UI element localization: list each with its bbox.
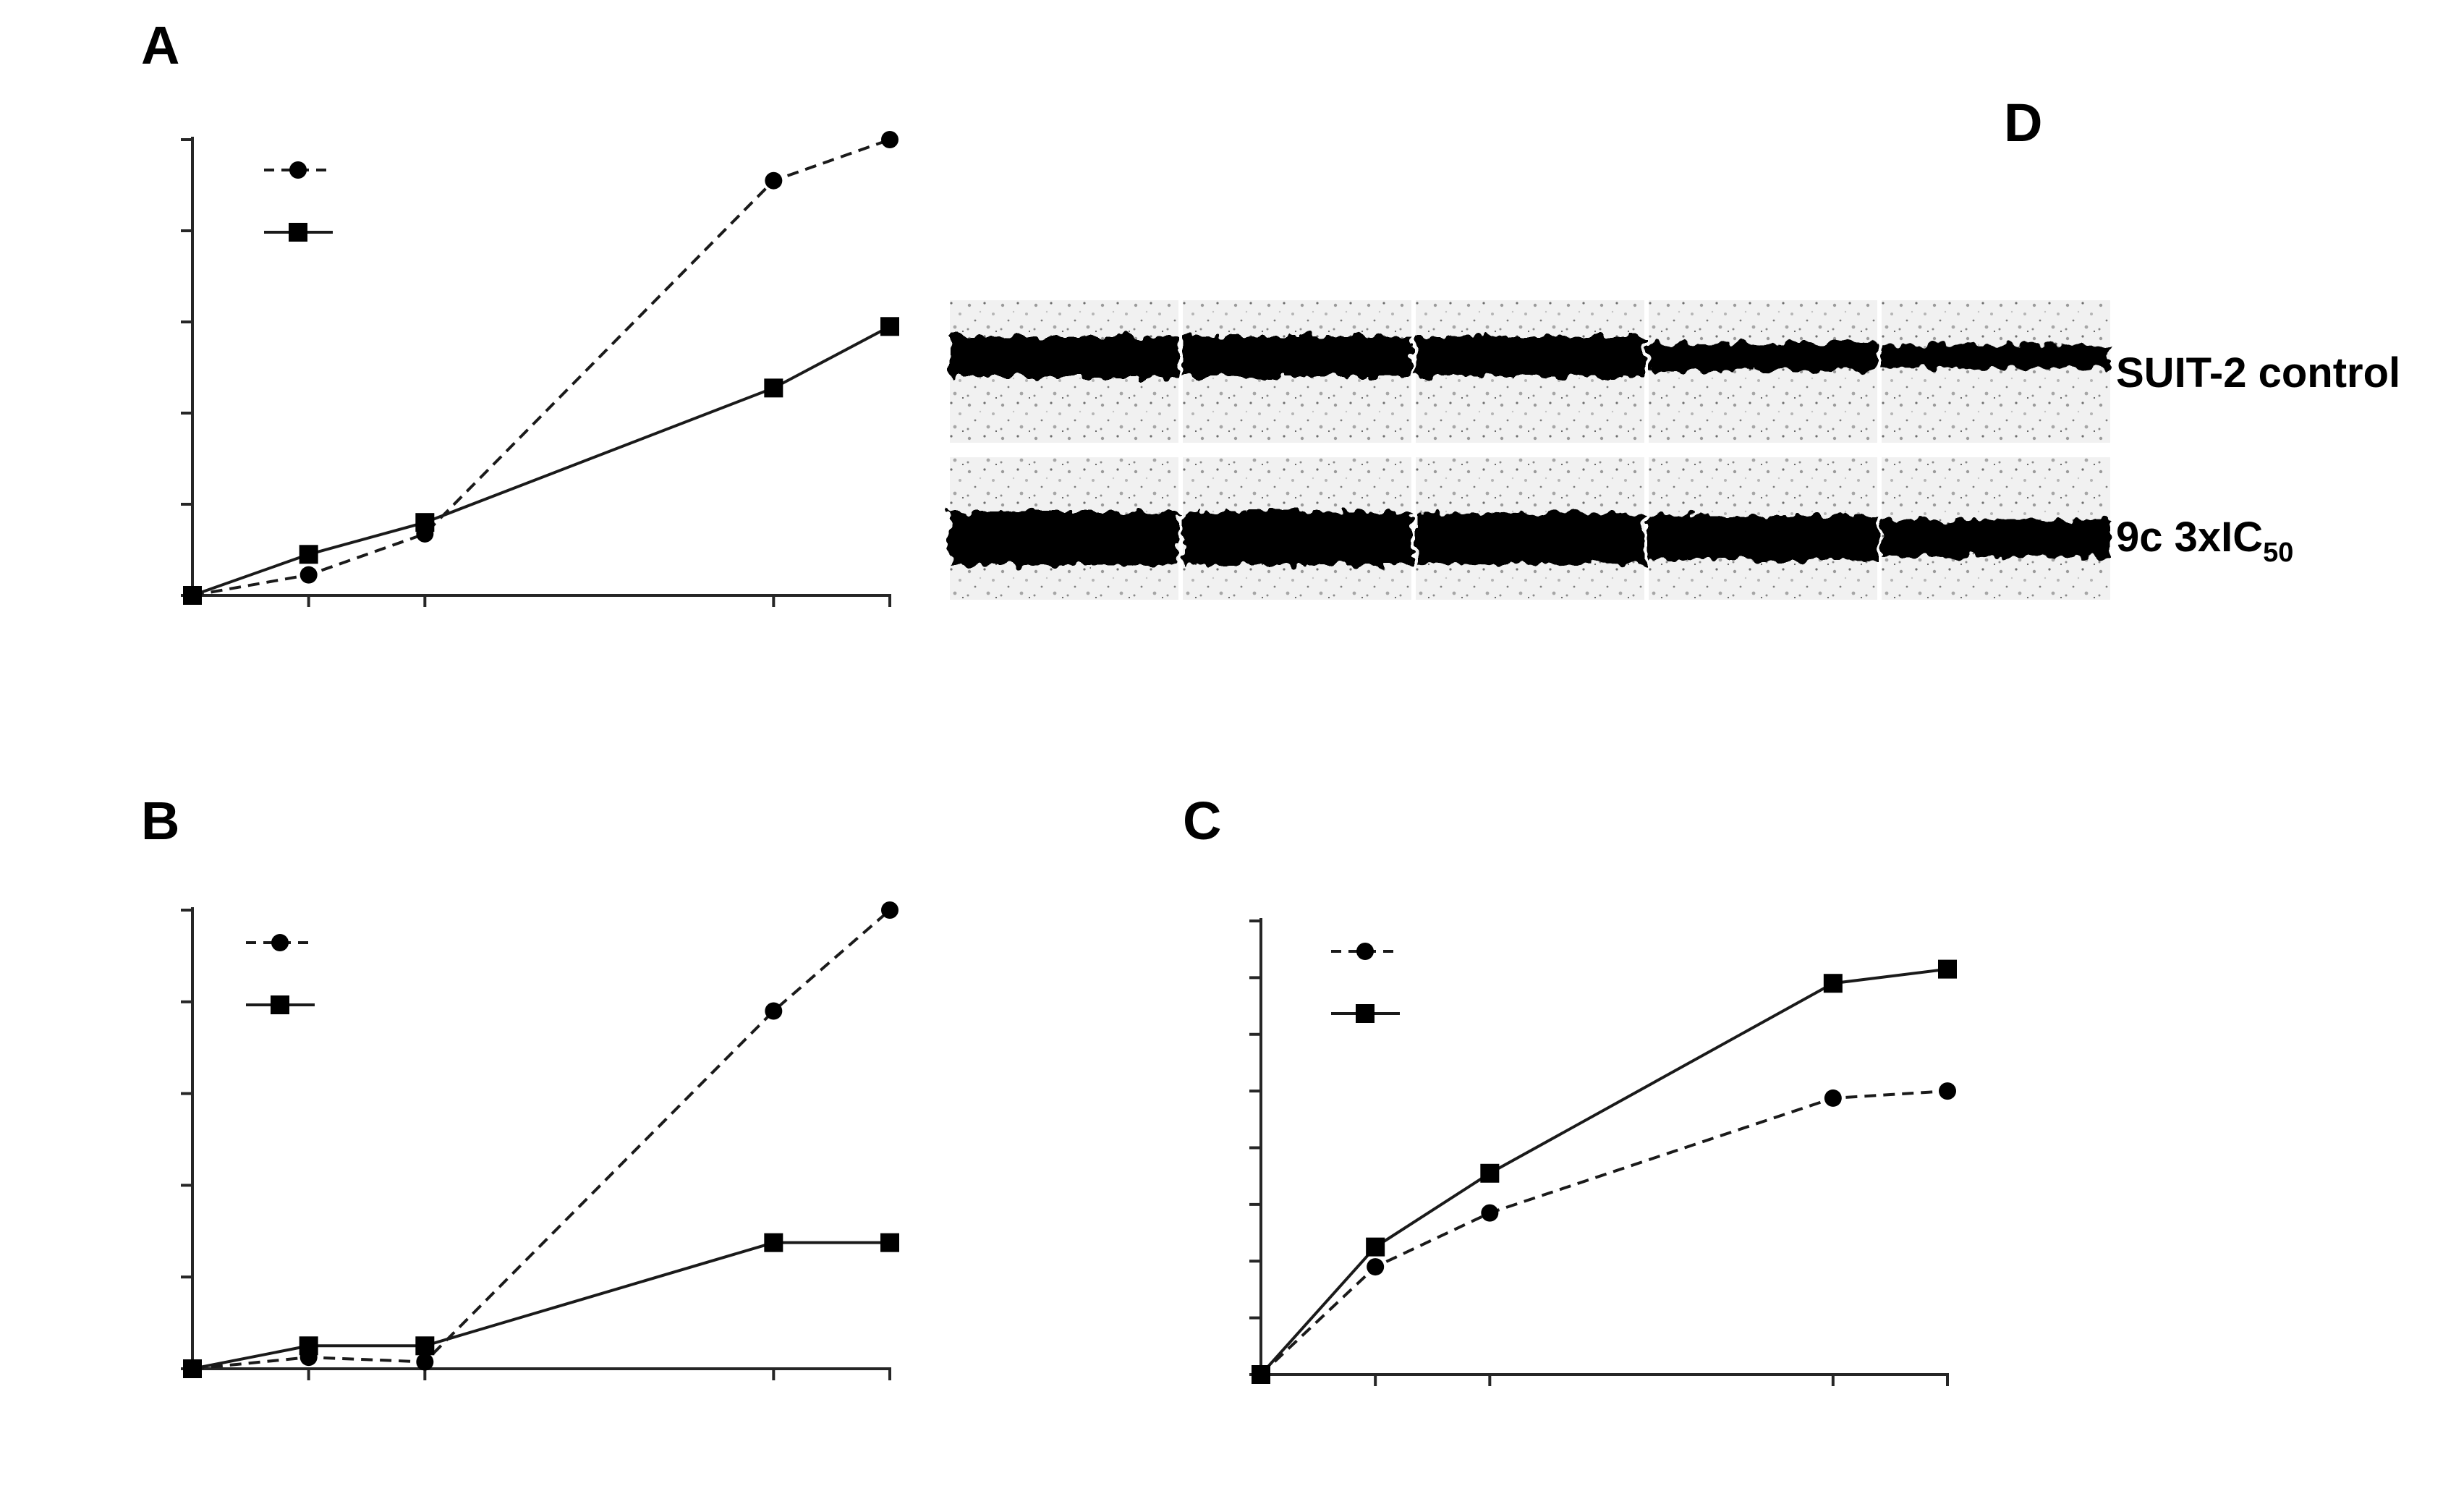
scratch-gap: [950, 336, 1178, 377]
data-point-control: [765, 1002, 783, 1020]
data-point-treatment: [183, 586, 202, 605]
series-line-treatment: [1259, 967, 1948, 1376]
scratch-gap: [1416, 512, 1644, 564]
data-point-treatment: [415, 1336, 435, 1356]
data-point-treatment: [415, 513, 435, 532]
micrograph-tile: [950, 300, 1178, 443]
scratch-gap: [1416, 336, 1644, 377]
scratch-gap: [1882, 344, 2110, 369]
panel-letter-d: D: [2004, 93, 2042, 153]
micrograph-background: [1882, 300, 2110, 443]
data-point-control: [765, 171, 783, 190]
row-label-treatment-main: 9c 3xIC: [2116, 514, 2263, 561]
micrograph-tile: [1183, 300, 1411, 443]
scratch-gap: [950, 511, 1178, 565]
series-line-control: [192, 138, 891, 597]
data-point-treatment: [299, 545, 318, 564]
data-point-control: [1481, 1204, 1499, 1222]
scratch-gap: [1882, 519, 2110, 557]
data-point-control: [881, 901, 898, 919]
data-point-treatment: [183, 1359, 202, 1378]
micrograph-tile: [1183, 457, 1411, 600]
data-point-control: [299, 566, 318, 584]
data-point-treatment: [299, 1336, 318, 1356]
series-line-control: [192, 909, 891, 1370]
panel-letter-a: A: [141, 15, 179, 75]
data-point-treatment: [880, 1233, 899, 1252]
micrograph-background: [1649, 300, 1877, 443]
micrograph-tile: [1649, 457, 1877, 600]
series-line-treatment: [192, 325, 891, 597]
panel-letter-c: C: [1183, 791, 1221, 851]
data-point-treatment: [1480, 1163, 1500, 1183]
panel-letter-b: B: [141, 791, 179, 851]
data-point-control: [881, 131, 898, 148]
legend-marker-control: [1356, 943, 1374, 960]
micrograph-tile: [1882, 300, 2110, 443]
row-label-treatment-subscript: 50: [2263, 538, 2293, 568]
data-point-treatment: [880, 317, 899, 336]
legend-marker-control: [271, 934, 289, 951]
data-point-treatment: [1823, 974, 1843, 993]
micrograph-tile: [1416, 457, 1644, 600]
data-point-control: [1939, 1082, 1956, 1100]
data-point-control: [1824, 1089, 1842, 1107]
row-label-control: SUIT-2 control: [2116, 349, 2400, 396]
scratch-gap: [1183, 336, 1411, 377]
legend-marker-treatment: [271, 995, 289, 1014]
micrograph-tile: [1882, 457, 2110, 600]
legend-marker-treatment: [289, 223, 307, 242]
scratch-gap: [1649, 515, 1877, 561]
scratch-assay-panel: SUIT-2 control 9c 3xIC50: [950, 300, 2400, 600]
series-line-treatment: [192, 1241, 890, 1370]
data-point-treatment: [764, 378, 783, 398]
micrograph-tile: [1416, 300, 1644, 443]
data-point-treatment: [764, 1233, 783, 1252]
micrograph-tile: [950, 457, 1178, 600]
data-point-treatment: [1938, 959, 1957, 979]
scratch-gap: [1183, 511, 1411, 565]
chart-c: [1249, 918, 1957, 1386]
series-line-control: [1259, 1090, 1948, 1376]
scratch-gap: [1649, 342, 1877, 371]
chart-a: [181, 131, 899, 607]
data-point-control: [416, 1353, 434, 1371]
legend-marker-treatment: [1356, 1004, 1375, 1023]
micrograph-tile: [1649, 300, 1877, 443]
data-point-treatment: [1366, 1237, 1385, 1257]
chart-b: [181, 901, 899, 1380]
data-point-control: [1367, 1258, 1385, 1276]
legend-marker-control: [289, 161, 307, 179]
data-point-treatment: [1252, 1365, 1270, 1384]
row-label-treatment: 9c 3xIC50: [2116, 514, 2293, 568]
